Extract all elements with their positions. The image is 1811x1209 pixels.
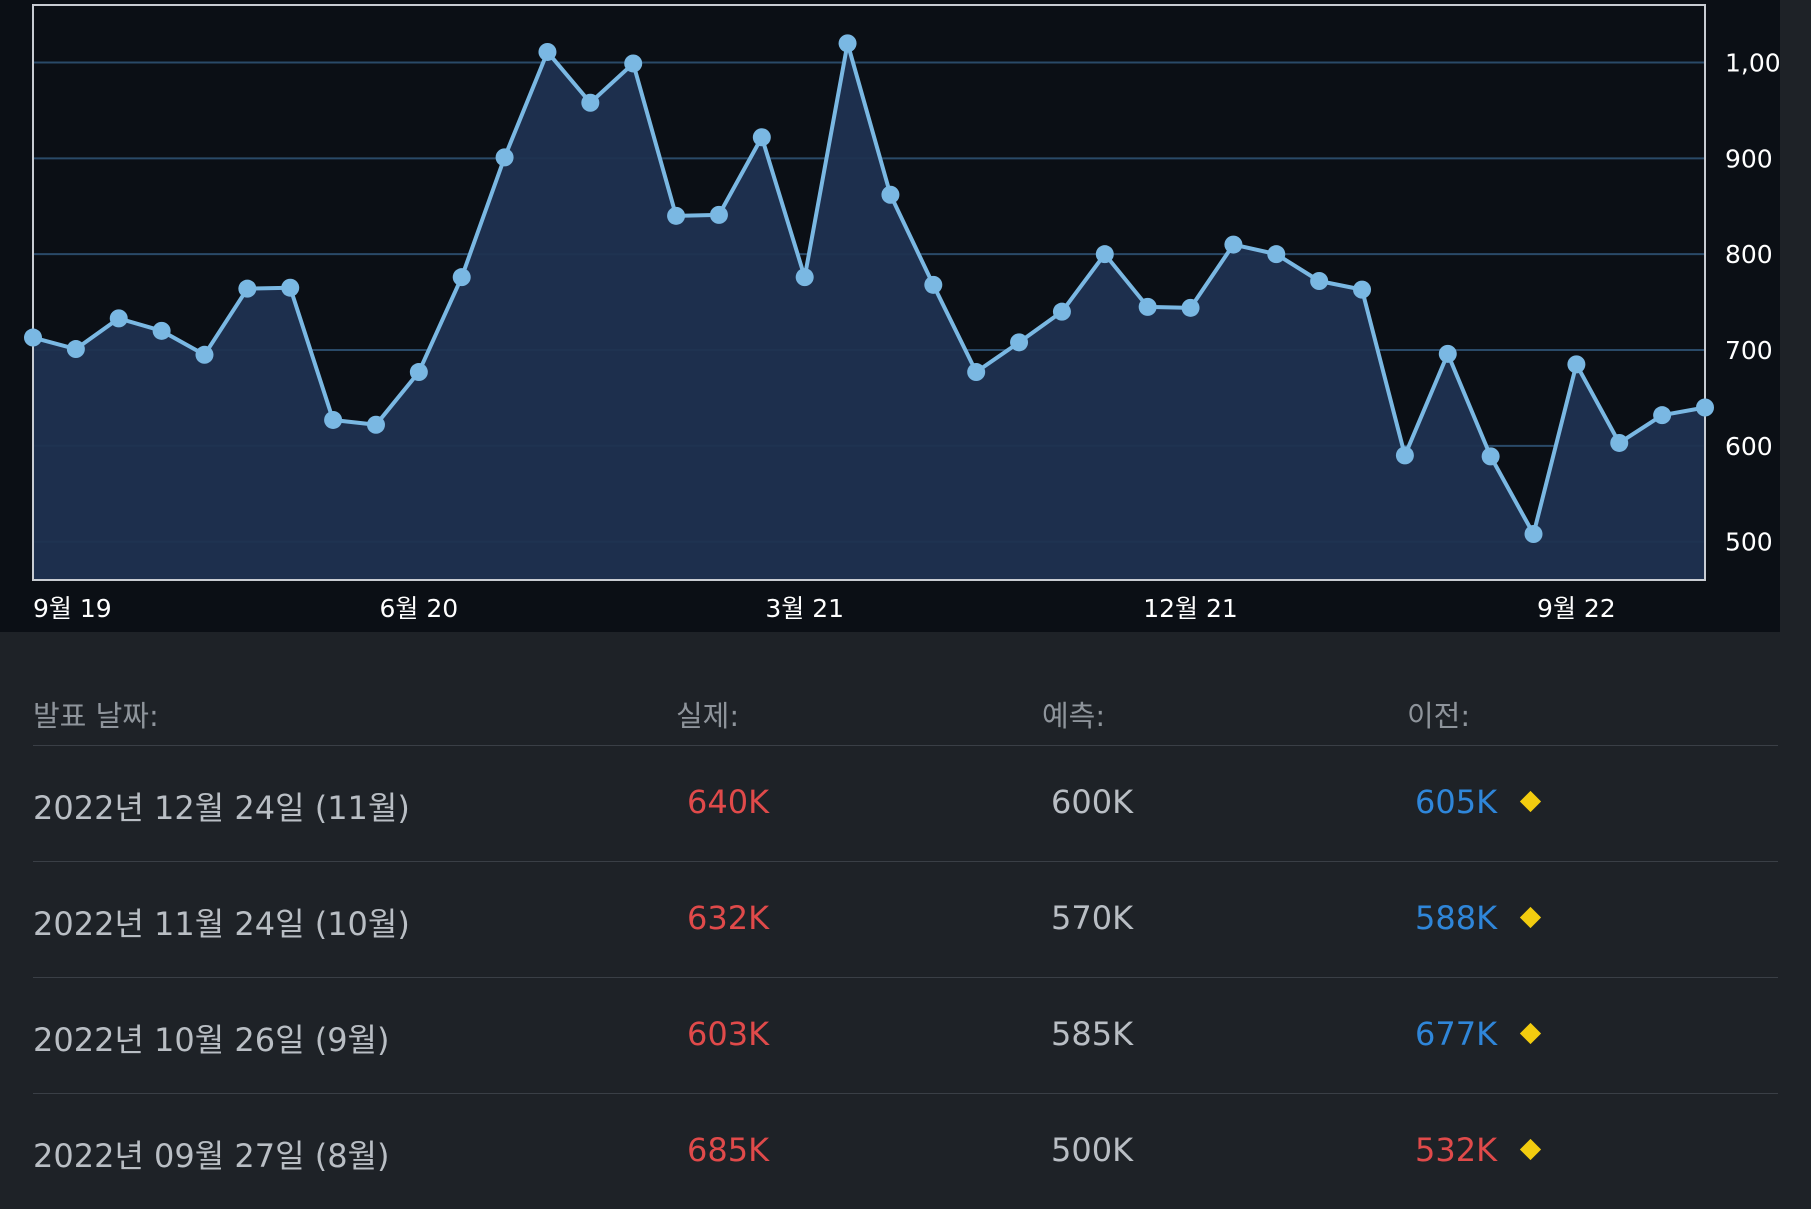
data-point (795, 268, 814, 287)
data-point (581, 93, 600, 112)
release-date: 2022년 12월 24일 (11월) (33, 789, 410, 827)
data-point (24, 328, 42, 347)
table-body: 2022년 12월 24일 (11월) 640K 600K 605K 2022년 11월… (33, 746, 1778, 1209)
y-tick-label: 600 (1725, 432, 1773, 461)
header-previous: 이전: (1407, 699, 1471, 733)
previous-value: 532K (1415, 1131, 1498, 1169)
data-point (281, 278, 300, 297)
actual-value: 632K (687, 899, 770, 937)
release-date: 2022년 09월 27일 (8월) (33, 1137, 390, 1175)
forecast-value: 585K (1051, 1015, 1134, 1053)
header-actual: 실제: (676, 699, 740, 733)
data-point (1481, 447, 1500, 466)
data-point (238, 279, 257, 298)
data-point (366, 415, 385, 434)
data-point (881, 185, 900, 204)
actual-value: 603K (687, 1015, 770, 1053)
chart-panel: 500 600 700 800 900 1,000 9월 19 6월 20 3월 21 12월 2… (0, 0, 1780, 632)
data-point (1395, 446, 1414, 465)
table-row[interactable]: 2022년 12월 24일 (11월) 640K 600K 605K (33, 746, 1778, 862)
release-table: 발표 날짜: 실제: 예측: 이전: 2022년 12월 24일 (11월) 64… (33, 675, 1778, 1209)
data-point (409, 363, 428, 382)
header-forecast: 예측: (1042, 699, 1106, 733)
data-point (109, 309, 128, 328)
release-date: 2022년 10월 26일 (9월) (33, 1021, 390, 1059)
actual-value: 685K (687, 1131, 770, 1169)
data-point (452, 268, 471, 287)
data-point (667, 206, 686, 225)
data-point (1653, 406, 1672, 425)
x-tick-label: 3월 21 (765, 594, 844, 623)
revision-diamond-icon (1519, 790, 1542, 813)
data-point (195, 345, 214, 364)
previous-value: 605K (1415, 783, 1498, 821)
data-point (324, 410, 343, 429)
table-header: 발표 날짜: 실제: 예측: 이전: (33, 675, 1778, 746)
data-point (1095, 245, 1114, 264)
data-point (1224, 235, 1243, 254)
data-point (752, 128, 771, 147)
data-point (1010, 333, 1029, 352)
x-tick-label: 12월 21 (1143, 594, 1238, 623)
forecast-value: 570K (1051, 899, 1134, 937)
revision-diamond-icon (1519, 906, 1542, 929)
y-tick-label: 500 (1725, 528, 1773, 557)
data-point (495, 148, 514, 167)
data-point (838, 34, 857, 53)
data-point (967, 363, 986, 382)
data-point (1610, 433, 1629, 452)
data-point (1310, 272, 1329, 290)
data-point (152, 321, 171, 340)
data-point (624, 54, 643, 73)
previous-value: 588K (1415, 899, 1498, 937)
y-tick-label: 700 (1725, 336, 1773, 365)
actual-value: 640K (687, 783, 770, 821)
plot-border (32, 4, 1706, 581)
data-point (1052, 302, 1071, 321)
area-fill (33, 43, 1705, 581)
y-tick-label: 800 (1725, 240, 1773, 269)
series-line (32, 41, 1706, 536)
data-point (1353, 280, 1372, 299)
forecast-value: 500K (1051, 1131, 1134, 1169)
line-area-chart: 500 600 700 800 900 1,000 9월 19 6월 20 3월 21 12월 2… (24, 4, 1780, 623)
data-point (1267, 245, 1286, 264)
data-point (1181, 298, 1200, 317)
data-point (1438, 344, 1457, 363)
table-row[interactable]: 2022년 10월 26일 (9월) 603K 585K 677K (33, 978, 1778, 1094)
data-point (538, 42, 557, 61)
data-point (1524, 525, 1543, 543)
x-tick-label: 9월 19 (33, 594, 112, 623)
revision-diamond-icon (1519, 1022, 1542, 1045)
revision-diamond-icon (1519, 1138, 1542, 1161)
y-tick-label: 900 (1725, 144, 1773, 173)
y-tick-label: 1,000 (1725, 49, 1780, 78)
data-point (709, 205, 728, 224)
forecast-value: 600K (1051, 783, 1134, 821)
x-tick-label: 6월 20 (380, 594, 459, 623)
data-point (1138, 297, 1157, 316)
header-release-date: 발표 날짜: (33, 699, 159, 733)
data-point (1696, 398, 1714, 417)
data-point (924, 275, 943, 294)
data-point (1567, 355, 1586, 374)
x-tick-label: 9월 22 (1537, 594, 1616, 623)
data-point (66, 340, 85, 359)
release-date: 2022년 11월 24일 (10월) (33, 905, 410, 943)
previous-value: 677K (1415, 1015, 1498, 1053)
table-row[interactable]: 2022년 11월 24일 (10월) 632K 570K 588K (33, 862, 1778, 978)
table-row[interactable]: 2022년 09월 27일 (8월) 685K 500K 532K (33, 1094, 1778, 1209)
